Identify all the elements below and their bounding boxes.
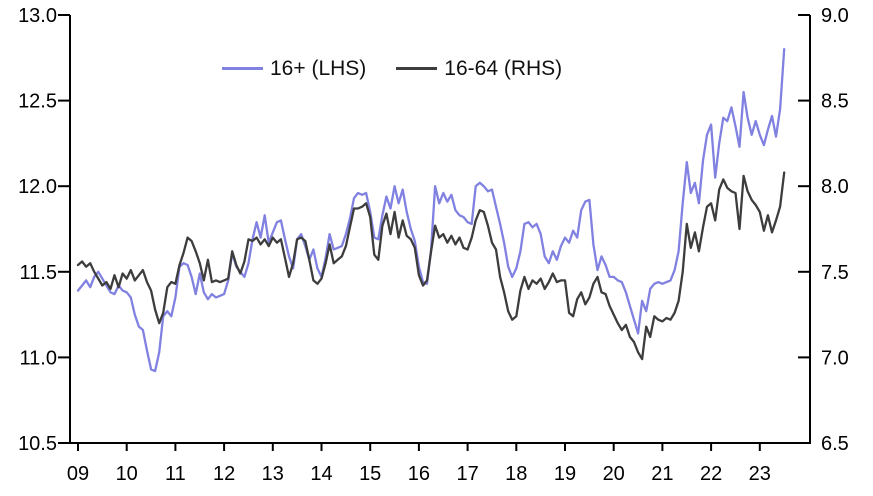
x-axis-tick-label: 14 xyxy=(310,463,332,485)
y-axis-right-tick-label: 7.0 xyxy=(821,347,849,369)
x-axis-tick-label: 13 xyxy=(262,463,284,485)
y-axis-right-tick-label: 7.5 xyxy=(821,262,849,284)
x-axis-tick-label: 20 xyxy=(603,463,625,485)
y-axis-right-tick-label: 6.5 xyxy=(821,433,849,455)
x-axis-tick-label: 09 xyxy=(67,463,89,485)
y-axis-left-tick-label: 13.0 xyxy=(18,5,57,27)
series-line-16-64 xyxy=(76,171,786,361)
x-axis-tick-label: 23 xyxy=(749,463,771,485)
x-axis-tick-label: 21 xyxy=(651,463,673,485)
y-axis-left-tick-label: 10.5 xyxy=(18,433,57,455)
x-axis-tick-label: 16 xyxy=(408,463,430,485)
x-axis-tick-label: 22 xyxy=(700,463,722,485)
y-axis-right-tick-label: 8.0 xyxy=(821,176,849,198)
y-axis-left-tick-label: 12.0 xyxy=(18,176,57,198)
y-axis-left-tick-label: 11.0 xyxy=(20,347,57,369)
x-axis-tick-label: 17 xyxy=(456,463,478,485)
x-axis-tick-label: 11 xyxy=(165,463,186,485)
x-axis-tick-label: 15 xyxy=(359,463,381,485)
y-axis-right-tick-label: 8.5 xyxy=(821,91,849,113)
x-axis-tick-label: 10 xyxy=(116,463,138,485)
series-line-16plus xyxy=(76,48,786,373)
y-axis-left-tick-label: 11.5 xyxy=(20,262,57,284)
x-axis-tick-label: 18 xyxy=(505,463,527,485)
y-axis-right-tick-label: 9.0 xyxy=(821,5,849,27)
x-axis-tick-label: 19 xyxy=(554,463,576,485)
x-axis-tick-label: 12 xyxy=(213,463,235,485)
y-axis-left-tick-label: 12.5 xyxy=(18,91,57,113)
